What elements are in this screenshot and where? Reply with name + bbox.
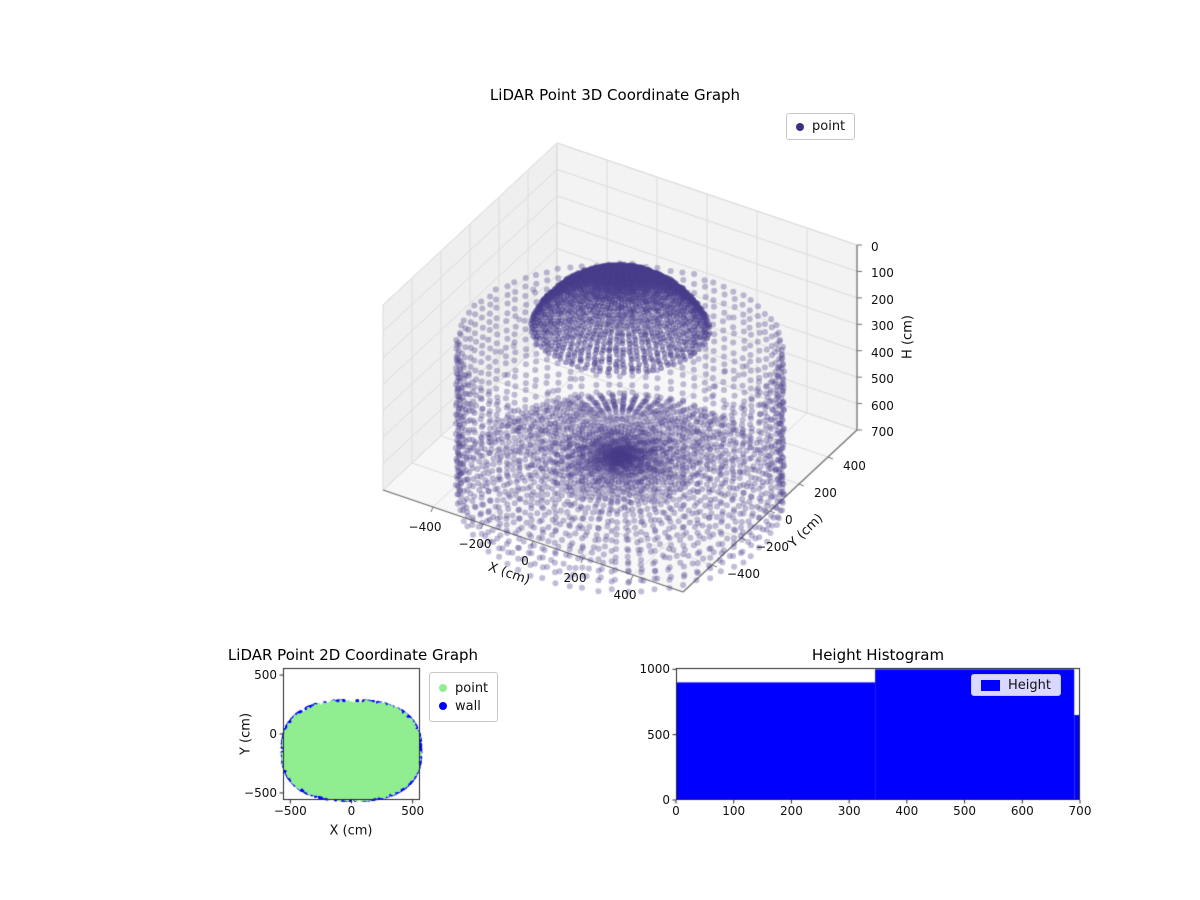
plot2d-legend: point wall xyxy=(429,672,499,722)
tick-label: 500 xyxy=(953,804,977,818)
tick-label: 0 xyxy=(521,554,529,568)
tick-label: 0 xyxy=(785,513,793,527)
tick-label: 0 xyxy=(672,804,680,818)
tick-label: 300 xyxy=(837,804,861,818)
tick-label: 0 xyxy=(347,804,356,818)
tick-label: 200 xyxy=(563,571,587,585)
histogram-legend: Height xyxy=(971,674,1061,696)
wall-marker-icon xyxy=(439,702,447,710)
tick-label: 500 xyxy=(254,668,277,683)
point-marker-icon xyxy=(796,122,804,131)
tick-label: 700 xyxy=(871,425,894,439)
tick-label: 500 xyxy=(647,727,670,742)
tick-label: −500 xyxy=(244,785,277,800)
tick-label: 200 xyxy=(779,804,803,818)
tick-label: −500 xyxy=(273,804,307,818)
tick-label: 600 xyxy=(1010,804,1034,818)
tick-label: 0 xyxy=(871,240,879,254)
tick-label: 200 xyxy=(814,486,837,500)
tick-label: −400 xyxy=(408,520,442,534)
legend-entry-wall-label: wall xyxy=(455,698,481,714)
tick-label: 200 xyxy=(871,292,894,307)
legend-entry-point: point xyxy=(439,681,488,696)
tick-label: 1000 xyxy=(639,662,670,677)
height-bar-swatch-icon xyxy=(981,679,1000,691)
tick-label: 0 xyxy=(662,793,670,807)
plot3d-legend: point xyxy=(786,113,856,140)
tick-label: 400 xyxy=(871,345,894,360)
tick-label: 400 xyxy=(843,459,866,473)
tick-label: −400 xyxy=(727,567,760,581)
tick-label: 0 xyxy=(269,727,277,741)
tick-label: 100 xyxy=(871,266,894,281)
legend-entry-point: point xyxy=(796,119,845,134)
plot2d-title: LiDAR Point 2D Coordinate Graph xyxy=(227,646,479,664)
tick-label: 400 xyxy=(613,588,637,602)
tick-label: 100 xyxy=(722,804,746,818)
legend-entry-height-label: Height xyxy=(1008,677,1051,693)
tick-label: 600 xyxy=(871,398,894,413)
tick-label: −200 xyxy=(458,537,492,551)
legend-entry-wall: wall xyxy=(439,699,488,714)
histogram-title: Height Histogram xyxy=(811,646,945,664)
tick-label: −200 xyxy=(756,540,789,554)
tick-label: 300 xyxy=(871,319,894,334)
plot2d-yaxis-label: Y (cm) xyxy=(238,712,254,756)
legend-entry-point-label: point xyxy=(455,680,489,696)
plot3d-zaxis-label: H (cm) xyxy=(900,315,916,359)
tick-label: 700 xyxy=(1068,804,1092,818)
tick-label: 500 xyxy=(401,804,425,818)
legend-entry-point-label: point xyxy=(812,119,846,134)
tick-label: 400 xyxy=(895,804,919,818)
legend-entry-height: Height xyxy=(981,678,1051,693)
tick-label: 500 xyxy=(871,372,894,387)
plot3d-title: LiDAR Point 3D Coordinate Graph xyxy=(489,86,741,104)
point-marker-icon xyxy=(439,684,447,692)
plot2d-xaxis-label: X (cm) xyxy=(329,823,373,839)
